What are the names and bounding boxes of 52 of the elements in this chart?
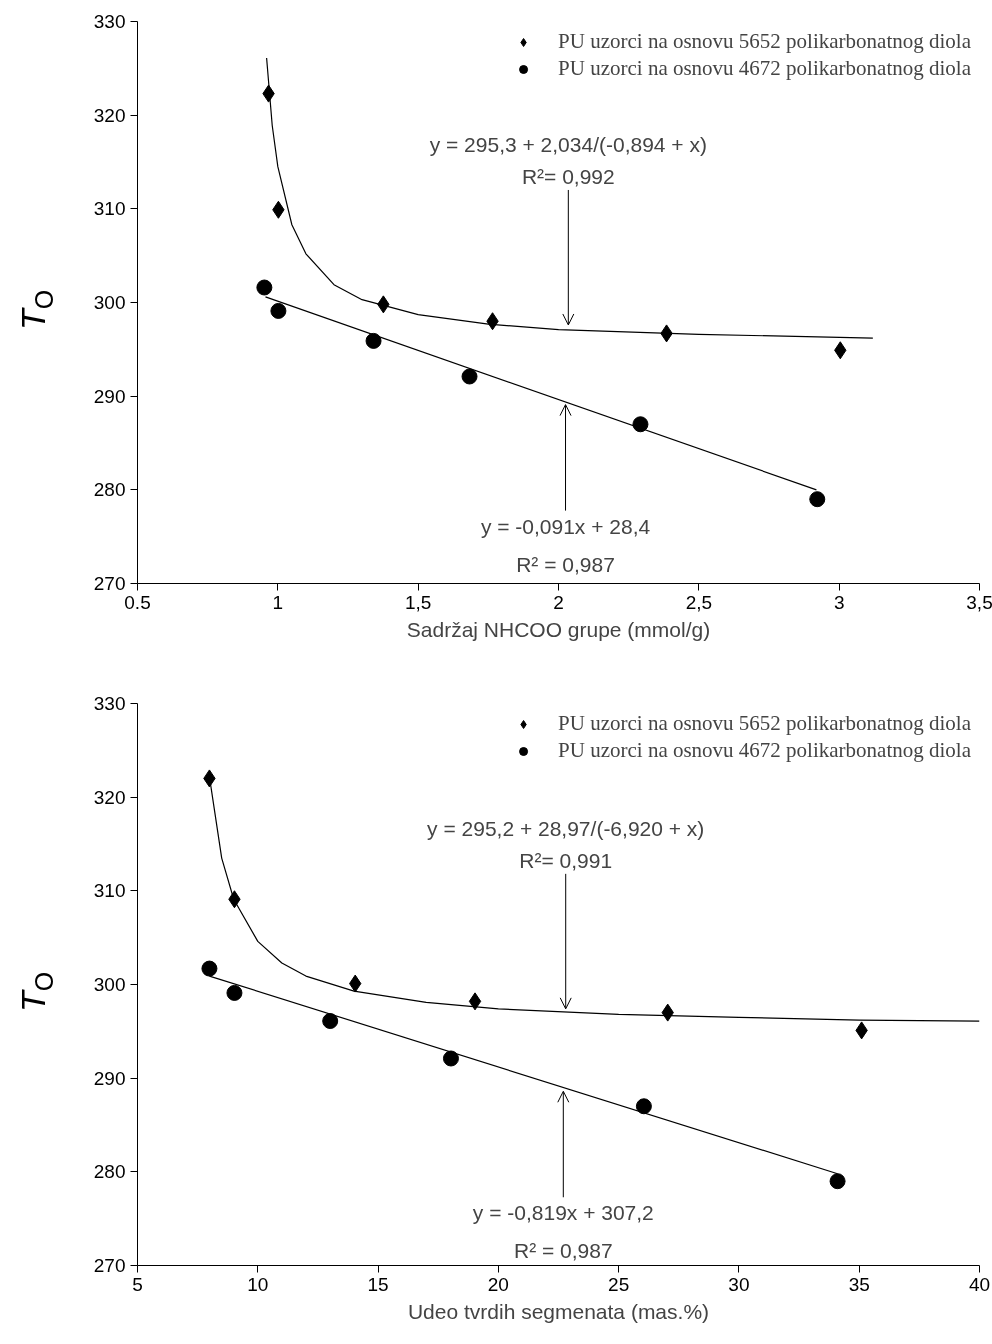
x-tick-label: 3,5 [966,591,992,613]
x-tick-label: 1 [272,591,284,613]
y-tick-label: 310 [93,198,126,220]
point [201,960,218,977]
annotation: y = 295,3 + 2,034/(-0,894 + x) R²= 0,992 [429,132,707,188]
y-tick-label: 300 [93,974,126,995]
legend-label: PU uzorci na osnovu 4672 polikarbonatnog diola [558,56,971,81]
point [226,984,243,1001]
legend-label: PU uzorci na osnovu 5652 polikarbonatnog diola [558,29,971,54]
x-tick-label: 10 [247,1273,269,1295]
point [365,332,382,349]
point [461,368,478,385]
y-tick-label: 280 [93,1161,126,1183]
y-tick-label: 290 [93,1067,126,1089]
x-tick-label: 3 [833,591,845,613]
point [468,992,482,1011]
point [442,1050,459,1067]
annotation: y = -0,819x + 307,2 R² = 0,987 [472,1201,654,1263]
x-tick-label: 0.5 [124,591,151,613]
x-tick-label: 5 [132,1273,143,1295]
point [322,1013,339,1030]
annotation: y = -0,091x + 28,4 R² = 0,987 [480,514,651,576]
point [829,1173,846,1190]
x-tick-label: 15 [367,1273,389,1295]
x-tick-label: 2,5 [685,591,713,613]
legend-label: PU uzorci na osnovu 5652 polikarbonatnog diola [558,711,971,736]
x-tick-label: 30 [728,1273,750,1295]
y-tick-label: 280 [93,479,126,501]
y-tick-label: 330 [93,693,126,714]
y-tick-label: 310 [93,880,126,902]
legend-label: PU uzorci na osnovu 4672 polikarbonatnog diola [558,738,971,763]
point [256,279,273,296]
point [270,302,287,319]
point [635,1098,652,1115]
x-tick-label: 1,5 [404,591,432,613]
y-tick-label: 270 [93,573,126,594]
x-axis-title: Udeo tvrdih segmenata (mas.%) [407,1299,710,1323]
point [809,491,826,508]
x-tick-label: 25 [608,1273,630,1295]
y-tick-label: 330 [93,11,126,32]
y-tick-label: 270 [93,1255,126,1276]
x-tick-label: 35 [848,1273,870,1295]
x-tick-label: 20 [487,1273,509,1295]
x-axis-title: Sadržaj NHCOO grupe (mmol/g) [406,617,711,641]
y-tick-label: 290 [93,385,126,407]
x-tick-label: 2 [553,591,564,613]
point [632,416,649,433]
annotation: y = 295,2 + 28,97/(-6,920 + x) R²= 0,991 [427,816,705,872]
y-tick-label: 300 [93,292,126,313]
y-tick-label: 320 [93,786,126,808]
x-tick-label: 40 [968,1273,991,1295]
y-tick-label: 320 [93,104,126,126]
